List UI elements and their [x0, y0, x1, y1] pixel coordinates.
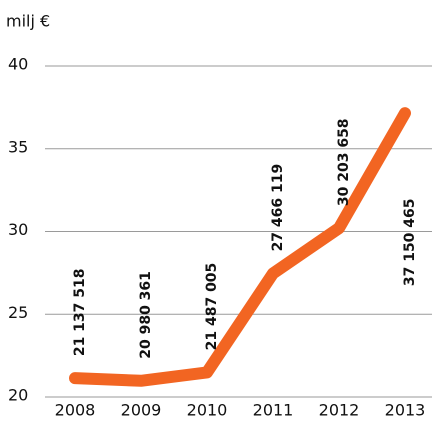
y-tick-label: 25	[8, 303, 28, 322]
data-label: 20 980 361	[138, 271, 154, 359]
x-tick-label: 2010	[187, 401, 228, 420]
y-tick-label: 30	[8, 220, 28, 239]
x-tick-label: 2012	[319, 401, 360, 420]
data-label: 27 466 119	[270, 164, 286, 252]
data-label: 21 137 518	[72, 268, 88, 356]
y-axis-label: milj €	[6, 12, 50, 31]
y-tick-label: 35	[8, 137, 28, 156]
x-tick-label: 2009	[121, 401, 162, 420]
y-tick-label: 40	[8, 55, 28, 74]
data-label: 21 487 005	[204, 263, 220, 351]
y-tick-label: 20	[8, 386, 28, 405]
x-tick-label: 2013	[385, 401, 426, 420]
x-tick-label: 2011	[253, 401, 294, 420]
x-tick-label: 2008	[55, 401, 96, 420]
line	[69, 107, 411, 387]
data-label: 30 203 658	[336, 118, 352, 206]
data-label: 37 150 465	[402, 198, 418, 286]
